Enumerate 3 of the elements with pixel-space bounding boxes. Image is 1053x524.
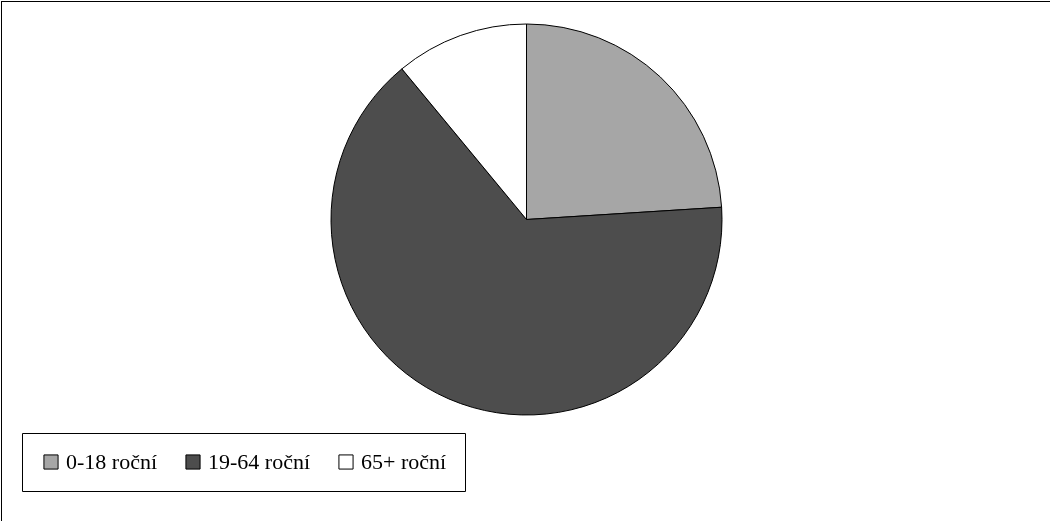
- legend-label: 19-64 roční: [208, 449, 311, 474]
- legend-label: 0-18 roční: [66, 449, 158, 474]
- legend-label: 65+ roční: [361, 449, 447, 474]
